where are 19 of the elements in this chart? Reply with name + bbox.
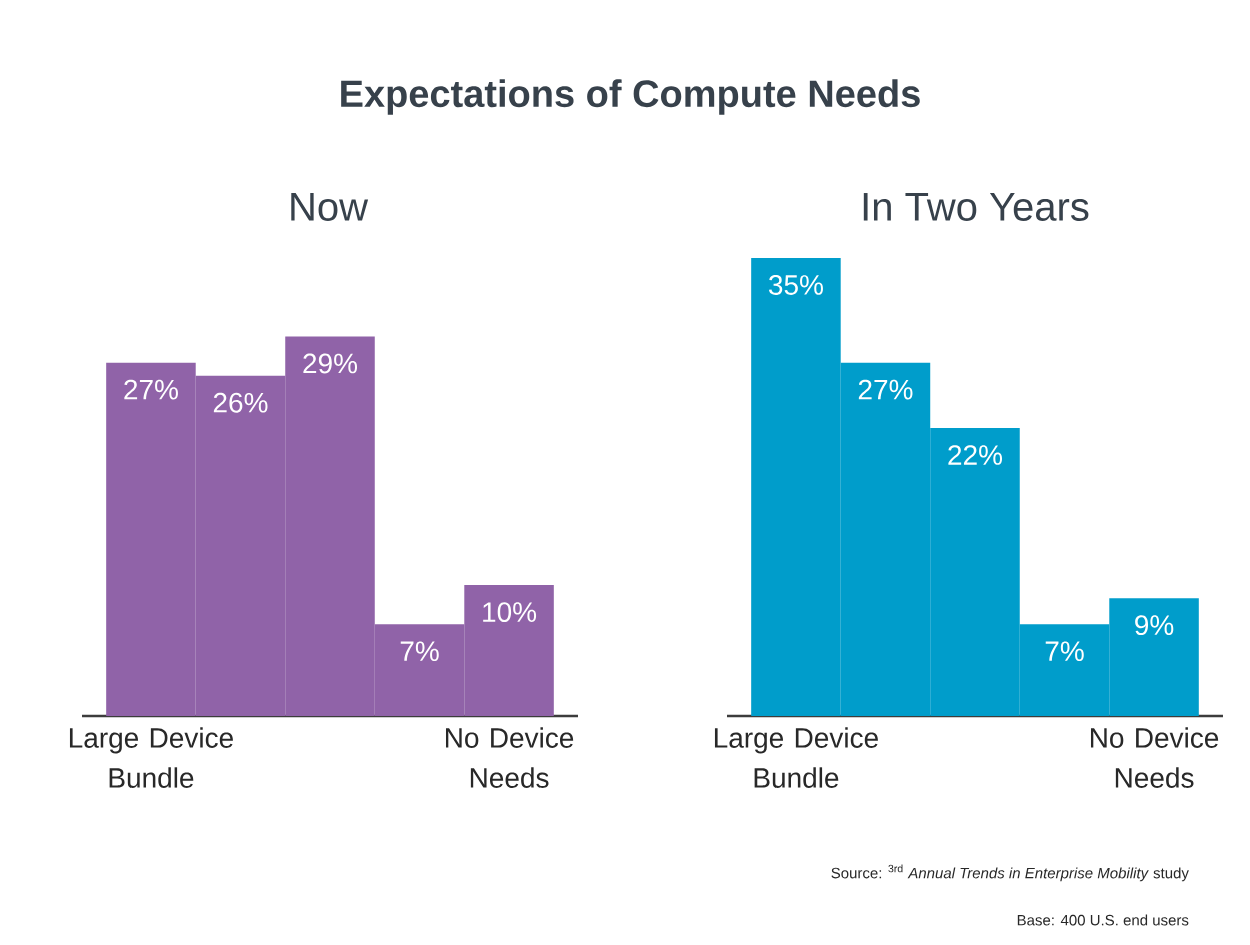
data-label: 26% (213, 392, 268, 413)
chart-subtitle: Now (291, 193, 369, 221)
data-label: 27% (124, 379, 178, 400)
data-label: 7% (400, 641, 439, 662)
x-tick-label: No Device Needs (445, 727, 574, 788)
data-label: 22% (948, 445, 1003, 465)
x-tick-label: Large Device Bundle (714, 727, 878, 788)
text: Base: 400 U.S. end users (1017, 914, 1189, 926)
x-tick-label: Large Device Bundle (69, 727, 233, 788)
chart-title: Expectations of Compute Needs (341, 79, 920, 115)
data-label: 27% (858, 379, 913, 400)
data-label: 10% (483, 602, 537, 623)
data-label: 7% (1045, 641, 1084, 662)
data-label: 35% (768, 275, 823, 295)
x-tick-label: No Device Needs (1090, 727, 1219, 788)
data-label: 29% (303, 353, 358, 374)
data-label: 9% (1135, 615, 1174, 636)
source-note: Source: $^{3rd}$ Annual Trends in Enterprise Mobility study (831, 864, 1189, 882)
chart-subtitle: In Two Years (863, 193, 1089, 221)
